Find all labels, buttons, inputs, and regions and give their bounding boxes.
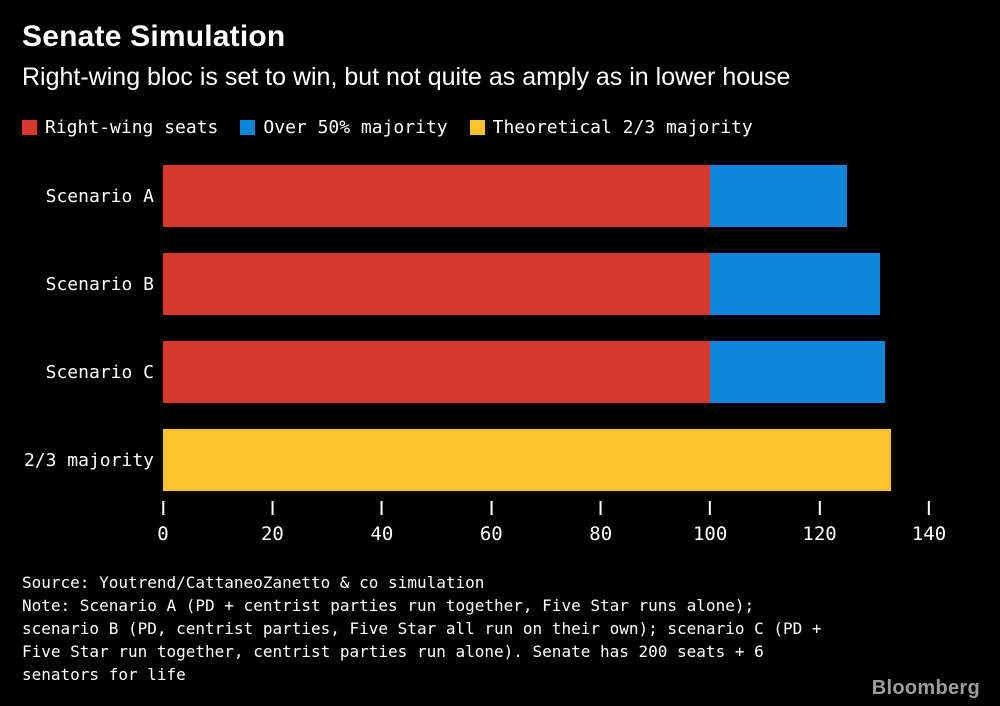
category-label: Scenario A (45, 185, 154, 207)
axis-tick-label: 120 (802, 523, 837, 545)
axis-tick-group: 20 (261, 501, 284, 545)
bloomberg-logo: Bloomberg (871, 677, 980, 699)
chart-title: Senate Simulation (22, 20, 286, 53)
note-line: senators for life (22, 665, 186, 684)
legend-label: Over 50% majority (263, 116, 448, 138)
axis-tick-label: 140 (911, 523, 947, 545)
axis-tick (490, 501, 493, 515)
axis-tick (709, 501, 712, 515)
bar-segment (710, 165, 847, 227)
bar-row: 2/3 majority (22, 429, 978, 491)
axis-tick-group: 100 (693, 501, 727, 545)
bar-segment (163, 253, 711, 315)
note-block: Note: Scenario A (PD + centrist parties … (22, 594, 978, 686)
axis-tick (161, 501, 164, 515)
axis-tick (818, 501, 821, 515)
category-label: Scenario C (45, 361, 154, 383)
axis-tick (271, 501, 274, 515)
axis-tick (927, 501, 930, 515)
source-line: Source: Youtrend/CattaneoZanetto & co si… (22, 573, 485, 592)
bar-track (163, 165, 929, 227)
bar-chart: Scenario A Scenario B Scenario C 2/3 majori… (22, 165, 978, 557)
note-line: scenario B (PD, centrist parties, Five S… (22, 619, 822, 638)
axis-tick (599, 501, 602, 515)
axis-tick-group: 120 (802, 501, 837, 545)
bar-segment (710, 253, 880, 315)
axis-tick-group: 40 (370, 501, 393, 545)
axis-tick-label: 80 (589, 523, 613, 545)
legend-swatch (240, 119, 256, 135)
note-line: Five Star run together, centrist parties… (22, 642, 764, 661)
category-label: 2/3 majority (23, 449, 154, 471)
axis-tick-label: 20 (260, 523, 284, 545)
bar-row: Scenario C (22, 341, 978, 403)
bar-row: Scenario B (22, 253, 978, 315)
bar-segment (163, 165, 711, 227)
x-axis: 0 20 40 60 80 100 120 140 (157, 501, 946, 557)
chart-subtitle: Right-wing bloc is set to win, but not q… (22, 63, 791, 91)
bar-segment (710, 341, 886, 403)
bar-segment (163, 341, 711, 403)
note-line: Note: Scenario A (PD + centrist parties … (22, 596, 755, 615)
axis-tick-group: 60 (480, 501, 503, 545)
axis-tick-group: 0 (157, 501, 169, 545)
axis-tick (380, 501, 383, 515)
category-label: Scenario B (45, 273, 154, 295)
bar-segment (163, 429, 891, 491)
axis-tick-label: 40 (370, 523, 394, 545)
bar-rows: Scenario A Scenario B Scenario C 2/3 majori… (22, 165, 978, 491)
legend-label: Right-wing seats (45, 116, 219, 138)
axis-tick-label: 100 (692, 523, 728, 545)
bar-row: Scenario A (22, 165, 978, 227)
legend-item: Right-wing seats (22, 117, 218, 138)
legend-swatch (22, 119, 37, 135)
footer: Source: Youtrend/CattaneoZanetto & co si… (22, 571, 978, 686)
axis-tick-label: 60 (479, 523, 503, 545)
legend-label: Theoretical 2/3 majority (492, 116, 753, 138)
legend: Right-wing seats Over 50% majority Theoret… (22, 115, 978, 139)
legend-item: Over 50% majority (240, 116, 448, 138)
legend-item: Theoretical 2/3 majority (469, 116, 753, 138)
bar-track (163, 253, 929, 315)
bar-track (163, 341, 929, 403)
axis-tick-group: 80 (589, 501, 612, 545)
legend-swatch (469, 119, 485, 135)
axis-tick-group: 140 (912, 501, 946, 545)
bar-track (163, 429, 929, 491)
axis-tick-label: 0 (157, 523, 169, 545)
